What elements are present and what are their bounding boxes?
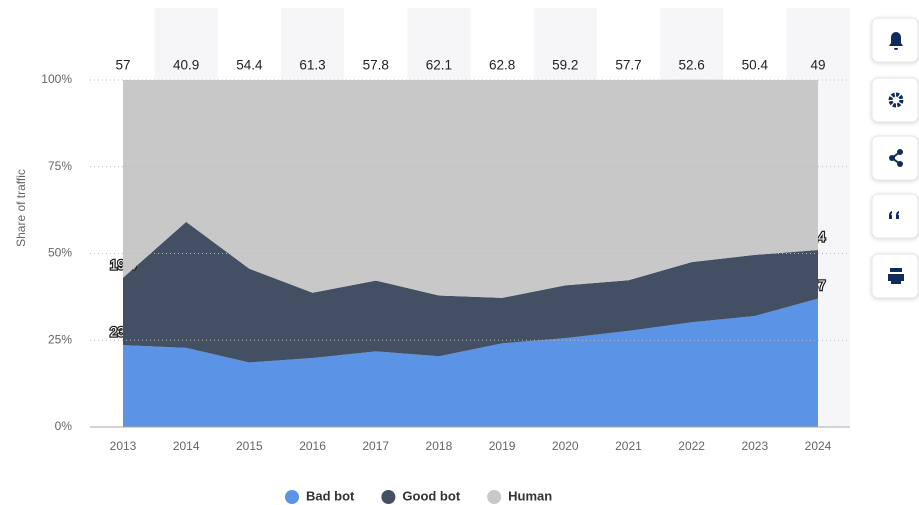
legend-label: Bad bot [306,488,355,503]
data-label: 57.8 [363,58,389,73]
area [123,79,818,298]
data-label: 61.3 [299,58,325,73]
settings-button[interactable] [871,77,919,123]
x-tick-label: 2022 [678,439,705,453]
data-label: 50.4 [742,58,769,73]
share-dot [897,161,903,167]
legend-swatch [487,490,502,504]
legend-label: Human [508,488,552,503]
x-tick-label: 2023 [741,439,768,453]
legend-swatch [285,490,299,504]
x-tick-label: 2020 [552,439,579,453]
print-icon [888,268,904,284]
share-dot [889,155,895,161]
data-label: 54.4 [236,58,263,73]
x-tick-label: 2017 [362,439,389,453]
x-tick-label: 2013 [110,439,137,453]
data-label: 49 [810,58,825,73]
bell-icon [889,32,903,50]
x-tick-label: 2018 [426,439,453,453]
y-axis-label: Share of traffic [14,169,28,247]
data-label: 52.6 [678,58,704,73]
legend-swatch [381,490,396,504]
data-label: 59.2 [552,58,578,73]
toolbar [871,17,919,299]
x-tick-label: 2016 [299,439,326,453]
y-tick-label: 75% [48,159,72,173]
y-tick-label: 100% [41,72,72,86]
area [123,298,818,427]
y-tick-label: 0% [55,419,73,433]
cite-button[interactable] [871,193,919,239]
quote-icon [889,211,899,219]
x-tick-label: 2024 [805,439,832,453]
x-tick-label: 2019 [489,439,516,453]
x-tick-label: 2014 [173,439,200,453]
legend-label: Good bot [402,488,460,503]
data-label: 57 [115,58,130,73]
data-label: 57.7 [615,58,641,73]
data-label: 62.1 [426,58,452,73]
x-tick-label: 2021 [615,439,642,453]
data-label: 40.9 [173,58,199,73]
area [123,221,818,363]
y-tick-label: 25% [48,332,72,346]
gear-icon [888,92,904,108]
data-label: 62.8 [489,58,515,73]
x-tick-label: 2015 [236,439,263,453]
y-tick-label: 50% [48,246,72,260]
share-dot [897,149,903,155]
